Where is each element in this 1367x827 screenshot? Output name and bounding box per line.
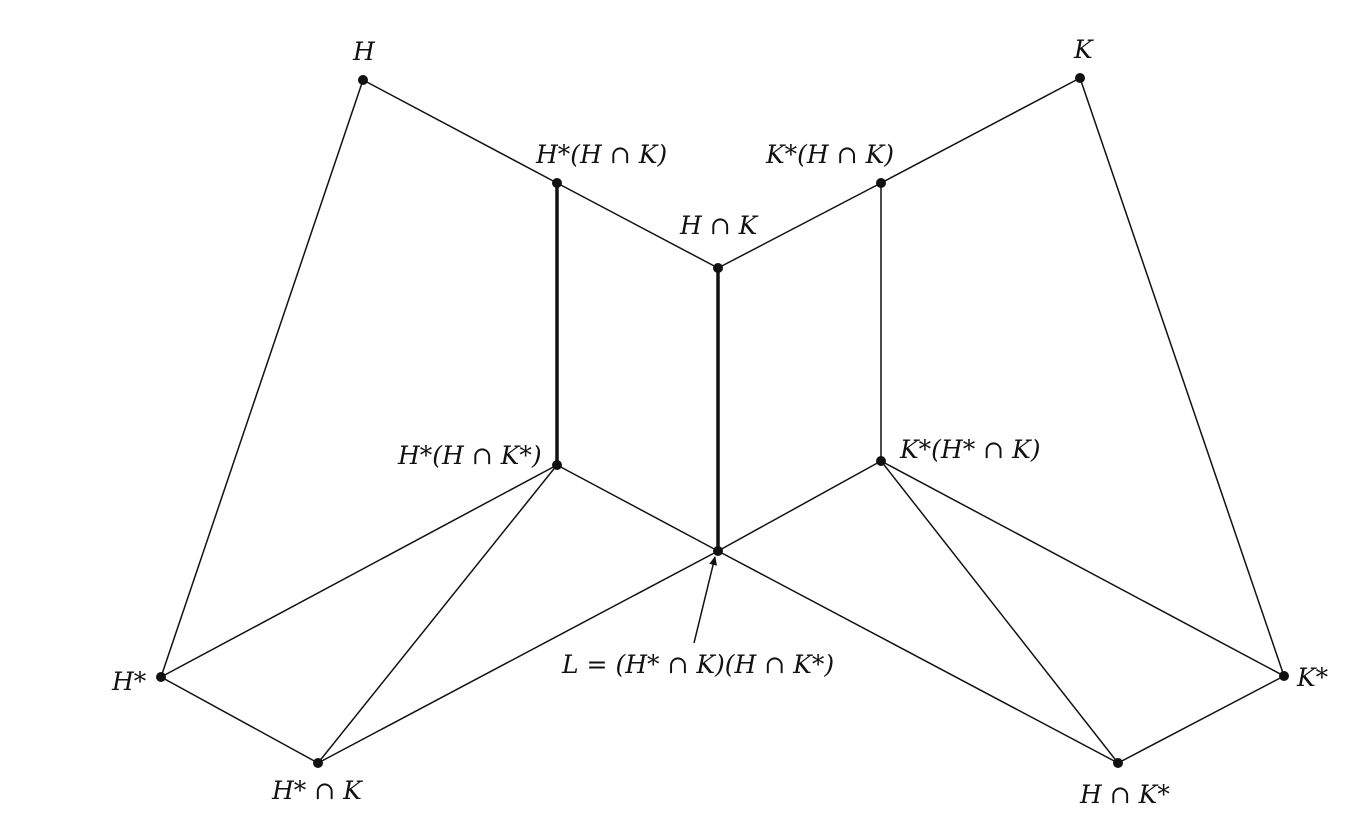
node-L <box>713 546 723 556</box>
node-HKs <box>1113 758 1123 768</box>
node-label-H: H <box>352 37 376 66</box>
edge-Ks-HKs <box>1117 675 1285 764</box>
node-Hs_HK <box>552 178 562 188</box>
nodes <box>156 73 1289 768</box>
node-label-HK: H ∩ K <box>679 211 759 240</box>
pointer-arrow <box>693 556 717 644</box>
node-Ks <box>1279 671 1289 681</box>
edge-L-HKs <box>717 550 1119 764</box>
node-label-L: L = (H* ∩ K)(H ∩ K*) <box>561 650 834 679</box>
node-label-Ks: K* <box>1296 663 1329 692</box>
node-label-Hs: H* <box>111 667 147 696</box>
edge-Hs_HK-HK <box>556 182 719 269</box>
node-label-Ks-HK: K*(H ∩ K) <box>765 140 894 169</box>
node-label-HsK: H* ∩ K <box>271 776 363 805</box>
edge-Hs_HKs-L <box>556 464 719 552</box>
node-Ks_HK <box>876 178 886 188</box>
node-H <box>358 75 368 85</box>
node-HsK <box>313 758 323 768</box>
node-K <box>1075 73 1085 83</box>
node-Hs_HKs <box>552 460 562 470</box>
node-label-Ks-HsK: K*(H* ∩ K) <box>899 435 1041 464</box>
edge-Hs_HKs-Hs <box>160 464 558 678</box>
node-label-Hs-HK: H*(H ∩ K) <box>535 140 667 169</box>
node-label-HKs: H ∩ K* <box>1079 780 1170 809</box>
edge-HK-Ks_HK <box>717 182 882 269</box>
edge-Hs-HsK <box>160 676 319 764</box>
edge-Ks_HsK-Ks <box>880 460 1285 677</box>
edges <box>160 77 1285 764</box>
edge-Ks_HsK-HKs <box>880 460 1119 764</box>
node-Hs <box>156 672 166 682</box>
node-label-K: K <box>1073 35 1094 64</box>
edge-L-HsK <box>317 550 719 764</box>
node-HK <box>713 263 723 273</box>
edge-H-Hs <box>160 79 364 678</box>
edge-K-Ks <box>1079 77 1285 677</box>
edge-Ks_HsK-L <box>717 460 882 552</box>
edge-Ks_HK-K <box>880 77 1081 184</box>
node-label-Hs-HKs: H*(H ∩ K*) <box>397 441 542 470</box>
edge-Hs_HKs-HsK <box>317 464 558 764</box>
edge-H-Hs_HK <box>362 79 558 184</box>
node-Ks_HsK <box>876 456 886 466</box>
